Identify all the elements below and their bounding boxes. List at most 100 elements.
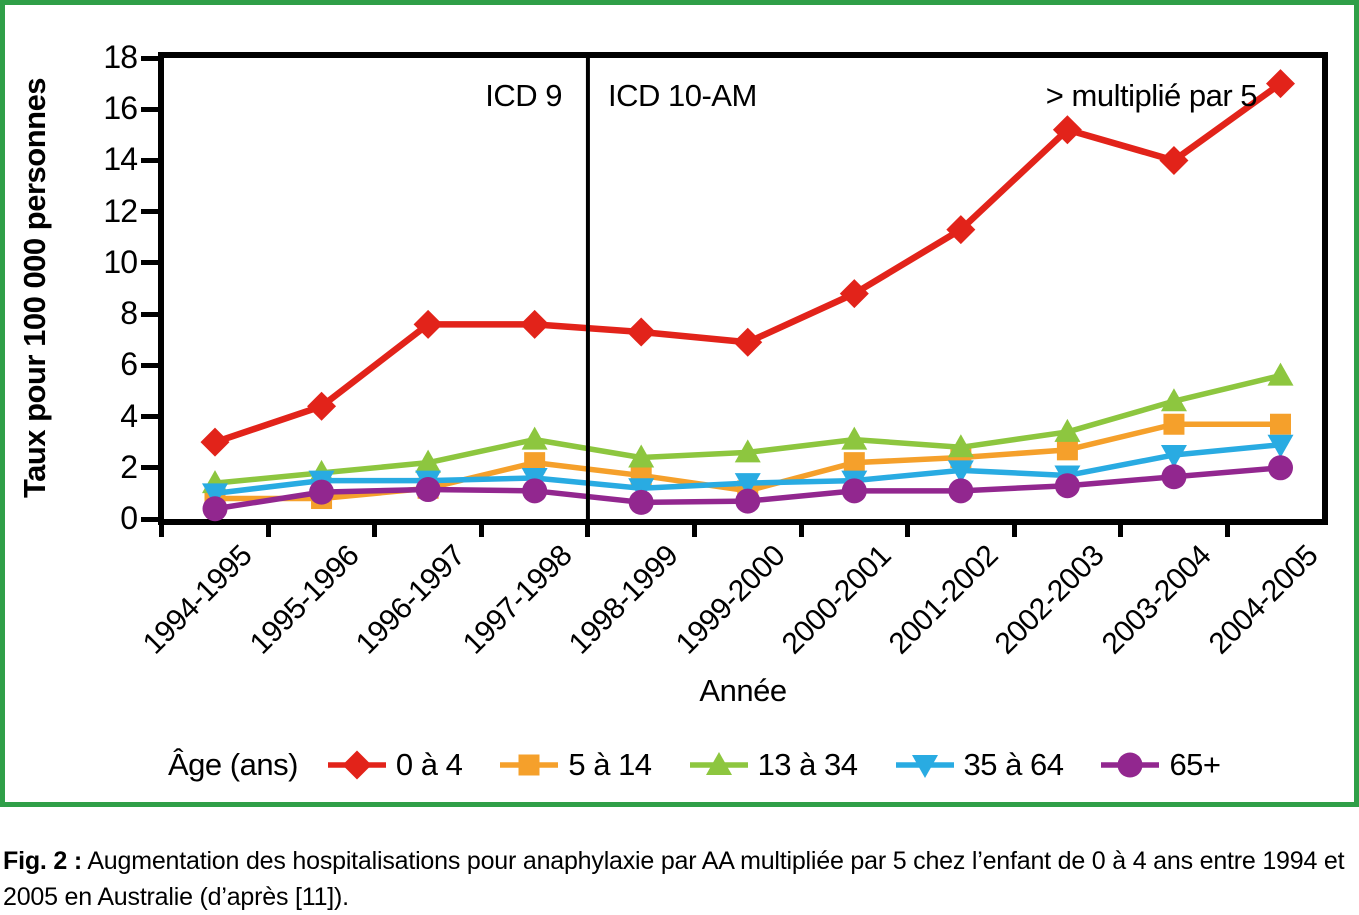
chart-frame: Taux pour 100 000 personnes 0 2 4 6 8 10 12 14 1… <box>0 0 1359 807</box>
legend-label: 65+ <box>1169 747 1221 782</box>
y-tick-mark <box>141 260 158 266</box>
annotation-mult5: > multiplié par 5 <box>1045 78 1258 113</box>
caption-label: Fig. 2 : <box>3 847 82 875</box>
y-tick-mark <box>141 55 158 61</box>
annotation-icd9: ICD 9 <box>485 78 562 113</box>
series-marker <box>948 478 974 504</box>
y-tick-label: 4 <box>120 397 138 434</box>
y-tick-mark <box>141 362 158 368</box>
legend: Âge (ans) 0 à 4 5 à 14 13 à 34 35 à 64 65+ <box>168 747 1257 783</box>
series-marker <box>307 391 337 421</box>
series-marker <box>735 488 761 514</box>
series-marker <box>628 489 654 515</box>
series-marker <box>1267 434 1294 458</box>
diamond-legend-icon <box>327 750 386 780</box>
legend-marker <box>518 754 540 776</box>
legend-item-5: 65+ <box>1099 747 1221 783</box>
series-marker <box>524 452 546 474</box>
x-tick-mark <box>1011 525 1017 537</box>
y-tick-mark <box>141 157 158 163</box>
y-tick-mark <box>141 106 158 112</box>
series-marker <box>843 452 865 474</box>
series-marker <box>309 479 335 505</box>
square-legend-icon <box>500 754 559 776</box>
series-line-1 <box>211 80 1284 446</box>
series-marker <box>734 473 761 497</box>
x-tick-mark <box>1118 525 1124 537</box>
y-tick-label: 18 <box>103 39 138 75</box>
x-axis-title: Année <box>699 673 787 708</box>
y-tick-label: 8 <box>120 295 138 332</box>
x-tick-mark <box>372 525 378 537</box>
series-marker <box>522 478 548 504</box>
series-marker <box>1054 473 1080 499</box>
triangle-up-legend-icon <box>689 752 748 775</box>
y-tick-label: 16 <box>103 90 138 127</box>
series-marker <box>839 279 869 309</box>
x-tick-mark <box>1224 525 1230 537</box>
series-marker <box>413 309 443 339</box>
legend-item-1: 0 à 4 <box>326 747 463 783</box>
plot-area: ICD 9 ICD 10-AM > multiplié par 5 <box>158 52 1328 525</box>
series-marker <box>1159 145 1189 175</box>
series-marker <box>1270 413 1291 435</box>
chart-canvas <box>200 58 1295 522</box>
series-marker <box>626 317 656 347</box>
series-marker <box>946 215 976 245</box>
y-tick-label: 12 <box>103 192 138 229</box>
legend-marker <box>911 755 938 778</box>
y-tick-mark <box>141 414 158 420</box>
legend-marker <box>705 752 732 775</box>
series-marker <box>628 478 655 502</box>
series-marker <box>734 439 761 463</box>
y-tick-mark <box>141 209 158 215</box>
y-tick-mark <box>141 516 158 522</box>
x-tick-mark <box>905 525 911 537</box>
series-marker <box>947 434 974 458</box>
legend-label: 5 à 14 <box>568 747 652 782</box>
series-marker <box>733 327 763 357</box>
series-marker <box>628 444 655 468</box>
x-tick-mark <box>478 525 484 537</box>
series-marker <box>947 460 974 484</box>
caption-text: Augmentation des hospitalisations pour a… <box>3 847 1345 912</box>
triangle-down-legend-icon <box>895 755 954 778</box>
series-marker <box>520 309 550 339</box>
series-marker <box>1054 418 1081 442</box>
series-marker <box>1163 413 1185 435</box>
y-tick-label: 14 <box>103 141 138 178</box>
legend-marker <box>342 750 372 780</box>
series-marker <box>1266 69 1295 99</box>
series-marker <box>415 477 441 503</box>
series-marker <box>1160 388 1187 412</box>
legend-item-4: 35 à 64 <box>894 747 1064 783</box>
series-marker <box>841 426 868 450</box>
series-marker <box>841 478 867 504</box>
series-marker <box>1052 115 1082 145</box>
x-tick-mark <box>798 525 804 537</box>
y-tick-label: 2 <box>120 448 138 485</box>
series-marker <box>415 449 442 473</box>
legend-item-3: 13 à 34 <box>688 747 858 783</box>
x-tick-mark <box>691 525 697 537</box>
circle-legend-icon <box>1101 752 1160 778</box>
y-tick-mark <box>141 465 158 471</box>
series-marker <box>202 496 228 522</box>
series-marker <box>1161 464 1187 490</box>
annotation-icd10: ICD 10-AM <box>608 78 757 113</box>
x-tick-mark <box>159 525 165 537</box>
legend-label: 0 à 4 <box>395 747 463 782</box>
series-marker <box>1160 444 1187 468</box>
x-tick-mark <box>585 525 591 537</box>
series-marker <box>202 483 228 507</box>
y-tick-label: 6 <box>120 346 138 383</box>
y-tick-mark <box>141 311 158 317</box>
y-tick-label: 0 <box>120 500 138 536</box>
series-marker <box>521 426 548 450</box>
series-marker <box>1267 362 1294 386</box>
x-tick-mark <box>265 525 271 537</box>
legend-label: 13 à 34 <box>757 747 858 782</box>
legend-title: Âge (ans) <box>168 747 298 782</box>
series-marker <box>1056 439 1078 461</box>
